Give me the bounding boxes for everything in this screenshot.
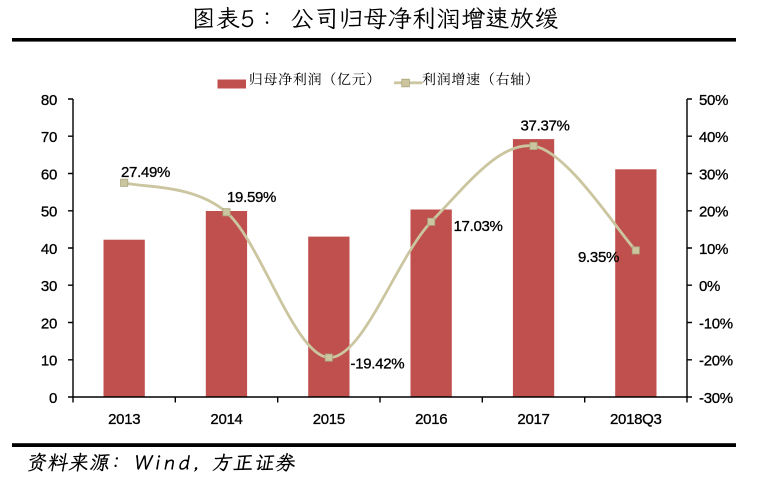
svg-text:50: 50: [41, 204, 57, 221]
svg-text:37.37%: 37.37%: [521, 117, 570, 134]
svg-text:-30%: -30%: [699, 390, 733, 407]
svg-text:10: 10: [41, 353, 57, 370]
svg-text:50%: 50%: [699, 92, 728, 109]
svg-text:2013: 2013: [108, 411, 140, 428]
svg-text:19.59%: 19.59%: [227, 189, 276, 206]
svg-text:2018Q3: 2018Q3: [610, 411, 662, 428]
svg-text:2014: 2014: [210, 411, 242, 428]
svg-text:30: 30: [41, 278, 57, 295]
svg-text:2015: 2015: [313, 411, 345, 428]
svg-text:40: 40: [41, 241, 57, 258]
svg-text:20: 20: [41, 315, 57, 332]
svg-text:27.49%: 27.49%: [121, 164, 170, 181]
svg-text:80: 80: [41, 92, 57, 109]
svg-text:40%: 40%: [699, 129, 728, 146]
svg-text:70: 70: [41, 129, 57, 146]
svg-text:-20%: -20%: [699, 353, 733, 370]
svg-text:-10%: -10%: [699, 315, 733, 332]
svg-text:17.03%: 17.03%: [454, 218, 503, 235]
svg-text:2016: 2016: [415, 411, 447, 428]
svg-text:-19.42%: -19.42%: [351, 356, 405, 373]
svg-text:30%: 30%: [699, 166, 728, 183]
svg-text:0: 0: [49, 390, 57, 407]
svg-text:0%: 0%: [699, 278, 720, 295]
svg-text:2017: 2017: [517, 411, 549, 428]
svg-text:9.35%: 9.35%: [578, 249, 619, 266]
svg-text:60: 60: [41, 166, 57, 183]
svg-text:20%: 20%: [699, 204, 728, 221]
svg-text:10%: 10%: [699, 241, 728, 258]
